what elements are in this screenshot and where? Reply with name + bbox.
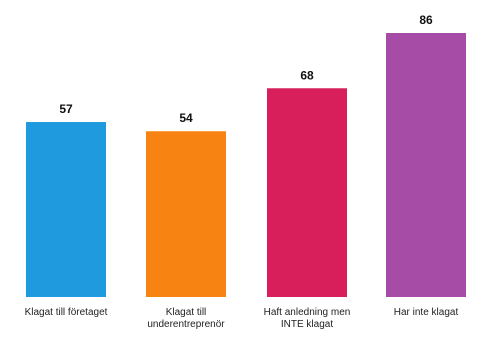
value-labels-layer: 57 54 68 86 — [59, 13, 433, 125]
bars-layer — [26, 33, 466, 297]
data-label-3: 68 — [300, 68, 314, 82]
category-label-1: Klagat till företaget — [25, 307, 108, 318]
category-label-3: Haft anledning men INTE klagat — [264, 307, 351, 330]
data-label-4: 86 — [419, 13, 433, 27]
data-label-2: 54 — [179, 111, 193, 125]
bar-4 — [386, 33, 466, 297]
category-label-2: Klagat till underentreprenör — [147, 307, 225, 330]
category-label-line: Haft anledning men — [264, 307, 351, 318]
data-label-1: 57 — [59, 102, 73, 116]
category-label-line: Har inte klagat — [394, 307, 459, 318]
category-label-4: Har inte klagat — [394, 307, 459, 318]
category-label-line: INTE klagat — [281, 319, 333, 330]
category-label-line: Klagat till — [166, 307, 207, 318]
category-labels-layer: Klagat till företaget Klagat till underent… — [25, 307, 459, 330]
bar-3 — [267, 88, 347, 297]
category-label-line: Klagat till företaget — [25, 307, 108, 318]
category-label-line: underentreprenör — [147, 319, 225, 330]
bar-2 — [146, 131, 226, 297]
bar-1 — [26, 122, 106, 297]
